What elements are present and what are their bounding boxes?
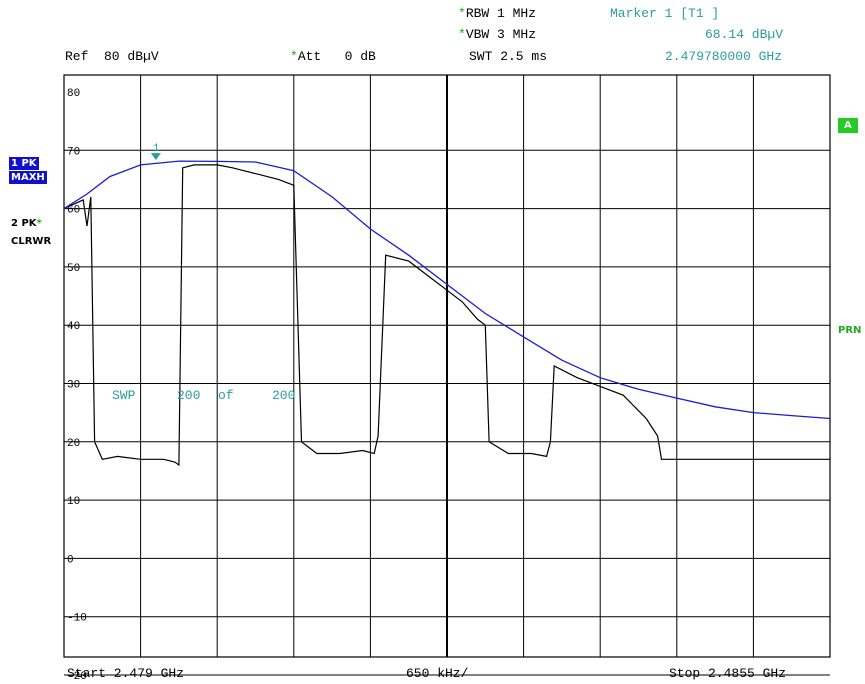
stop-frequency: Stop 2.4855 GHz (669, 666, 787, 681)
trace2-label-clrwr: CLRWR (11, 236, 52, 247)
sweep-of: of (218, 388, 234, 403)
y-tick-label: 10 (67, 496, 80, 508)
y-tick-label: 80 (67, 88, 80, 100)
prn-indicator: PRN (838, 325, 862, 336)
trace1-label-pk: 1 PK (9, 157, 39, 170)
trace2-label-pk: 2 PK* (9, 217, 44, 230)
y-tick-label: 40 (67, 321, 80, 333)
y-tick-label: 0 (67, 554, 74, 566)
y-tick-label: 20 (67, 438, 80, 450)
rbw-readout: *RBW 1 MHz (458, 6, 536, 21)
y-tick-label: -20 (67, 671, 87, 683)
marker-1-label: 1 (153, 143, 160, 155)
y-tick-label: 60 (67, 205, 80, 217)
swt-readout: SWT 2.5 ms (469, 49, 548, 64)
sweep-total: 200 (272, 388, 295, 403)
y-tick-label: 30 (67, 380, 80, 392)
a-indicator: A (838, 118, 858, 133)
y-tick-label: -10 (67, 613, 87, 625)
sweep-current: 200 (177, 388, 200, 403)
y-tick-label: 70 (67, 146, 80, 158)
marker-frequency: 2.479780000 GHz (665, 49, 783, 64)
y-axis-labels: 80 70 60 50 40 30 20 10 0 -10 -20 (67, 88, 87, 683)
marker-1-triangle (150, 153, 161, 161)
vbw-star: * (458, 27, 466, 42)
trace2-star: * (36, 218, 42, 229)
marker-level: 68.14 dBµV (705, 27, 784, 42)
marker-title: Marker 1 [T1 ] (610, 6, 720, 21)
trace2-pk-text: 2 PK (11, 218, 37, 229)
rbw-text: RBW 1 MHz (465, 6, 537, 21)
plot-grid (63, 74, 831, 676)
y-tick-label: 50 (67, 263, 80, 275)
rbw-star: * (458, 6, 466, 21)
trace1-label-maxh: MAXH (9, 171, 47, 184)
att-star: * (290, 49, 298, 64)
attenuation-readout: *Att 0 dB (290, 49, 376, 64)
trace-2-clrwr (63, 164, 830, 467)
start-frequency: Start 2.479 GHz (67, 666, 185, 681)
vbw-text: VBW 3 MHz (465, 27, 537, 42)
vbw-readout: *VBW 3 MHz (458, 27, 536, 42)
att-text: Att 0 dB (297, 49, 376, 64)
trace-1-maxh (63, 160, 831, 420)
ref-level: Ref 80 dBµV (65, 49, 159, 64)
span-per-division: 650 kHz/ (406, 666, 469, 681)
sweep-prefix: SWP (112, 388, 136, 403)
